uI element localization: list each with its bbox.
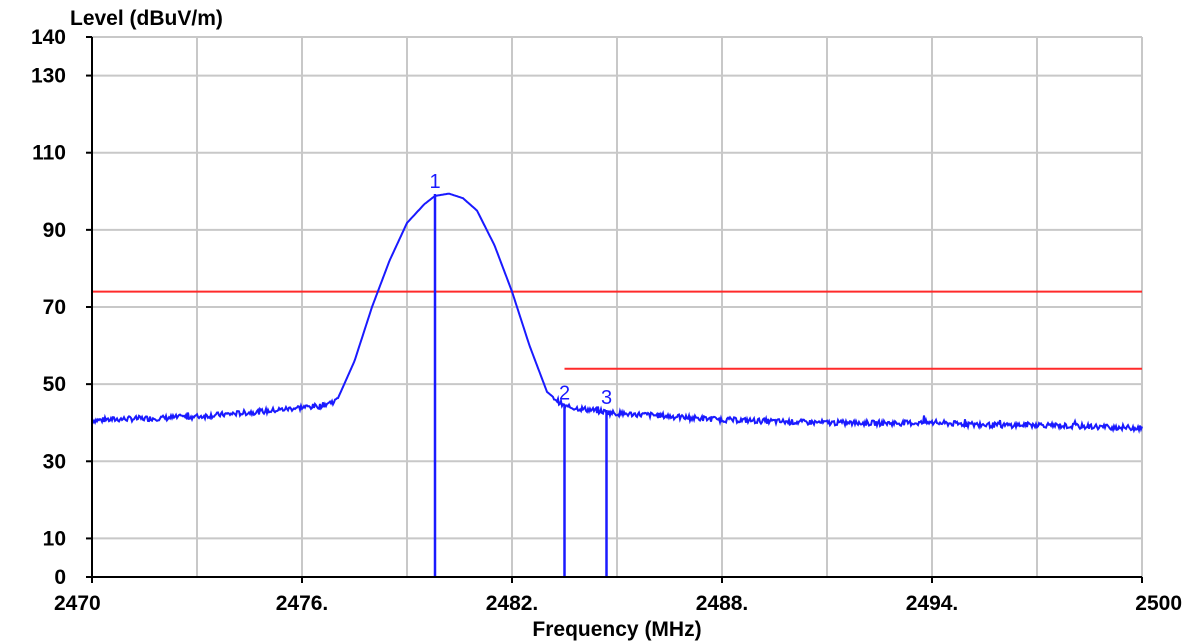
grid-layer [91, 36, 1143, 578]
x-tick-label: 2482. [486, 592, 539, 615]
marker-2-label: 2 [559, 382, 570, 404]
x-tick-label: 2476. [276, 592, 329, 615]
axes [86, 36, 1143, 583]
markers: 1 2 3 [429, 171, 612, 577]
marker-3-label: 3 [601, 387, 612, 409]
y-tick-label: 90 [43, 219, 66, 242]
x-tick-label: 2470 [54, 592, 101, 615]
y-tick-label: 10 [43, 527, 66, 550]
y-tick-label: 30 [43, 450, 66, 473]
y-axis-title: Level (dBuV/m) [70, 7, 223, 30]
y-tick-label: 0 [54, 566, 66, 589]
y-tick-label: 70 [43, 296, 66, 319]
y-tick-label: 140 [31, 26, 66, 49]
spectrum-trace [91, 192, 1143, 435]
y-tick-label: 110 [32, 142, 66, 165]
x-axis-title: Frequency (MHz) [532, 618, 701, 641]
y-tick-label: 50 [43, 373, 66, 396]
y-tick-label: 130 [31, 65, 66, 88]
x-tick-label: 2494. [906, 592, 959, 615]
trace-layer [91, 192, 1143, 435]
marker-1-label: 1 [429, 171, 440, 193]
limit-lines [92, 290, 1142, 370]
x-tick-label: 2500 [1135, 592, 1182, 615]
tick-labels: 0 10 30 50 70 90 110 130 140 2470 2476. 2482. 2488. 2… [31, 26, 1182, 615]
x-tick-label: 2488. [696, 592, 749, 615]
